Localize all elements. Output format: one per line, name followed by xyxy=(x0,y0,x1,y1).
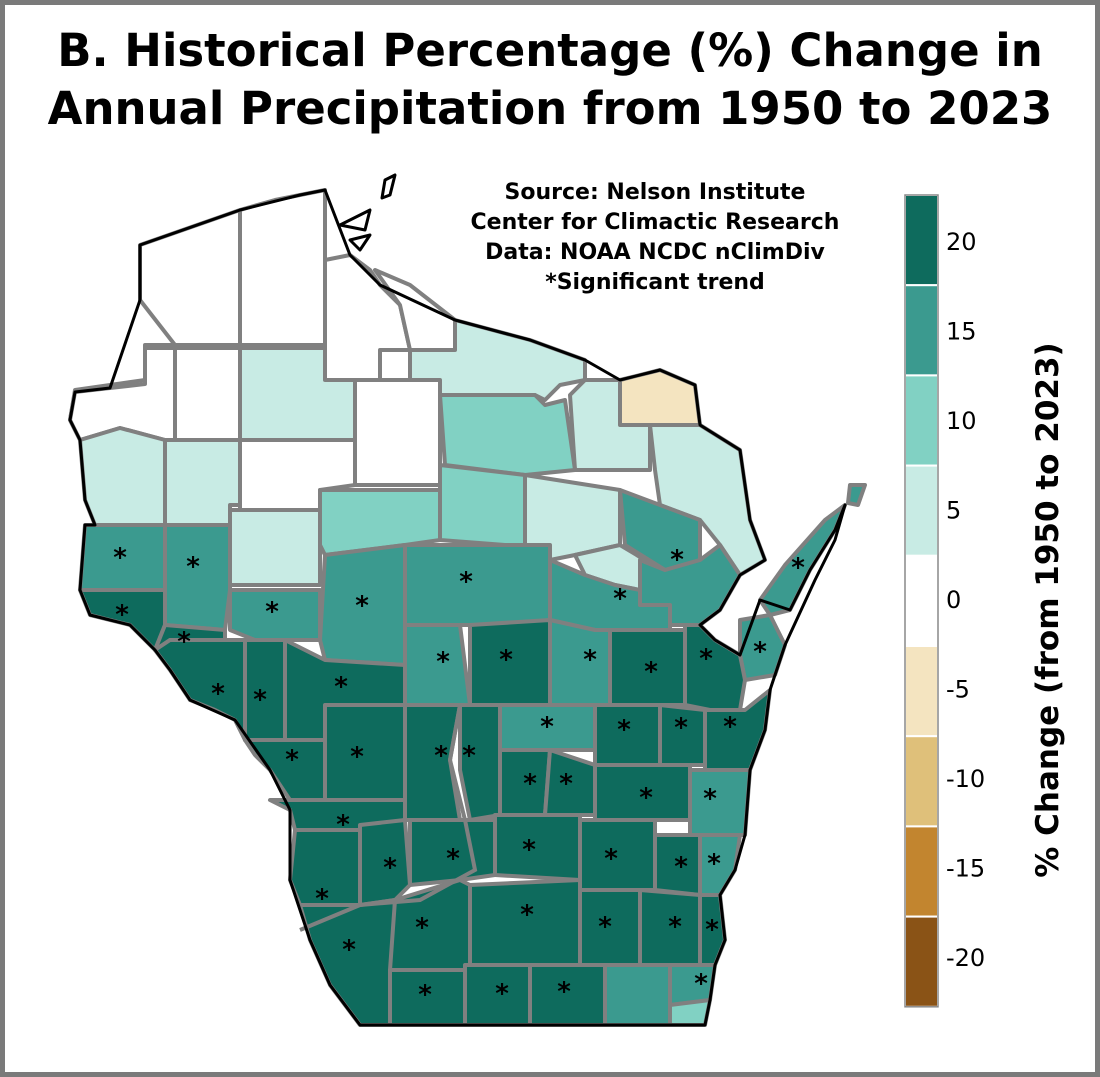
legend-ticks: 20 15 10 5 0 -5 -10 -15 -20 xyxy=(946,228,985,972)
legend-title: % Change (from 1950 to 2023) xyxy=(1030,342,1066,877)
legend-bin-5 xyxy=(905,646,938,736)
legend-bin-6 xyxy=(905,736,938,826)
legend-tick-label: 10 xyxy=(946,407,977,435)
legend-tick-label: -10 xyxy=(946,765,985,793)
legend-bin-4 xyxy=(905,556,938,646)
legend-bin-8 xyxy=(905,917,938,1007)
legend-bin-7 xyxy=(905,826,938,916)
legend-bin-3 xyxy=(905,466,938,556)
legend-tick-label: -5 xyxy=(946,676,970,704)
legend-bin-1 xyxy=(905,285,938,375)
legend-tick-label: 15 xyxy=(946,318,977,346)
legend-tick-label: -20 xyxy=(946,944,985,972)
legend-bin-0 xyxy=(905,195,938,285)
legend-tick-label: -15 xyxy=(946,855,985,883)
legend-bin-2 xyxy=(905,375,938,465)
legend-bins xyxy=(905,195,938,1007)
legend-tick-label: 20 xyxy=(946,228,977,256)
legend-tick-label: 0 xyxy=(946,586,961,614)
legend-tick-label: 5 xyxy=(946,497,961,525)
